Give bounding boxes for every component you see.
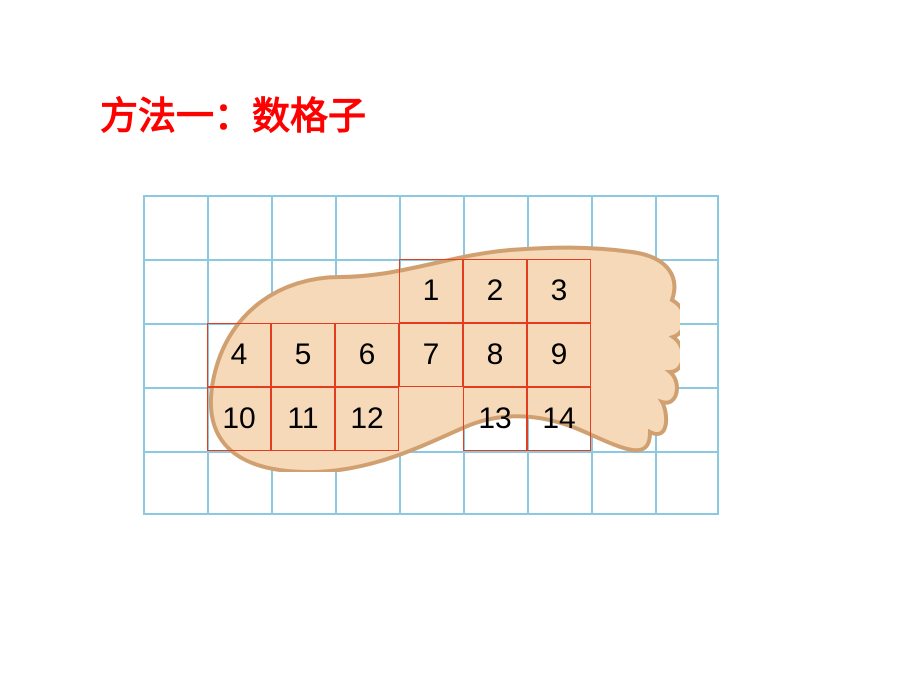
page-title: 方法一：数格子 [100,85,366,140]
page-root: 方法一：数格子 1234567891011121314 [0,0,920,690]
cell-number: 1 [399,259,463,323]
cell-number: 13 [463,387,527,451]
cell-number: 8 [463,323,527,387]
cell-number: 9 [527,323,591,387]
cell-number: 11 [271,387,335,451]
cell-number: 2 [463,259,527,323]
cell-number: 14 [527,387,591,451]
cell-number: 5 [271,323,335,387]
cell-number: 12 [335,387,399,451]
cell-number: 6 [335,323,399,387]
cell-number: 4 [207,323,271,387]
cell-number: 10 [207,387,271,451]
cell-number: 7 [399,323,463,387]
cell-number: 3 [527,259,591,323]
